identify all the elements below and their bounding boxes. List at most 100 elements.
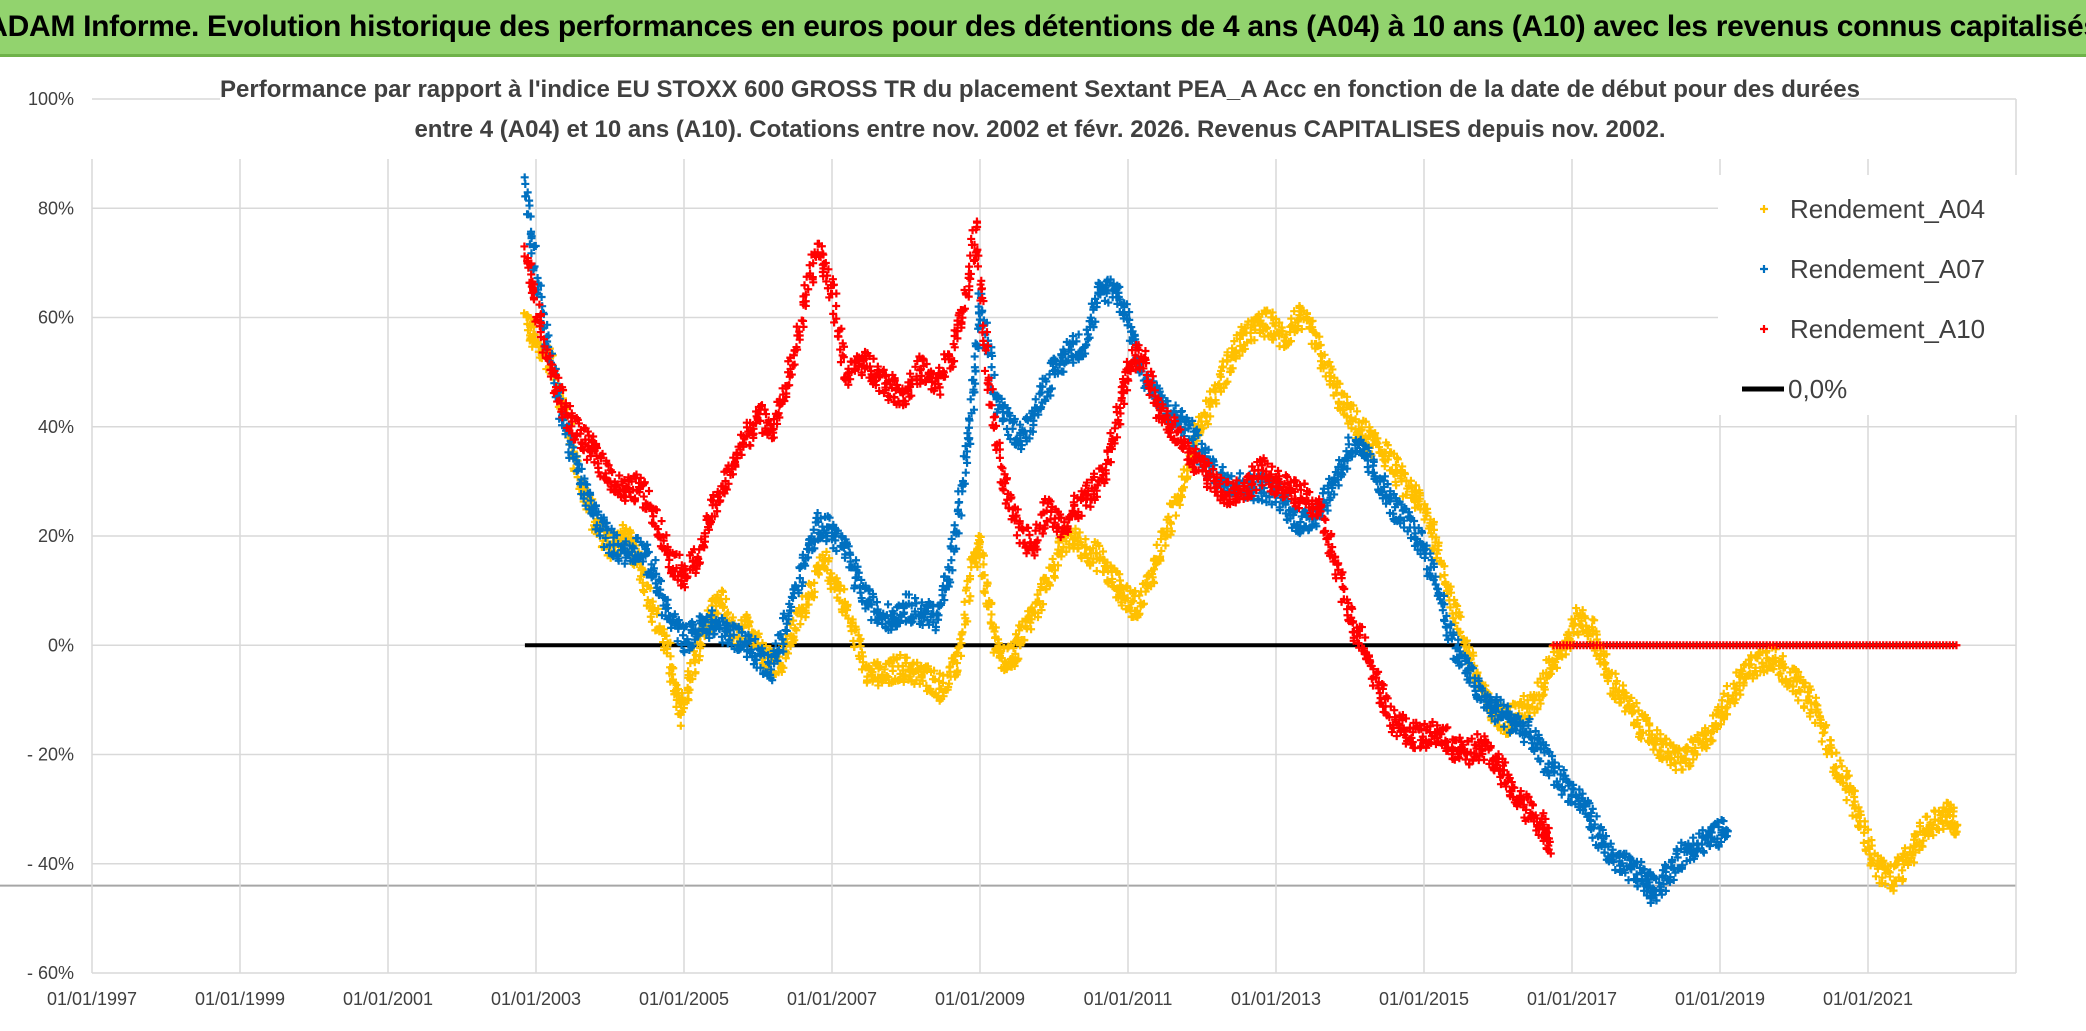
data-point-a04 — [930, 666, 939, 675]
data-point-a04 — [1442, 580, 1451, 589]
data-point-a04 — [1794, 686, 1803, 695]
data-point-a04 — [1731, 695, 1740, 704]
data-point-a04 — [1054, 561, 1063, 570]
data-point-a04 — [722, 595, 731, 604]
data-point-a04 — [789, 633, 798, 642]
data-point-a04 — [684, 696, 693, 705]
data-point-a04 — [1656, 730, 1665, 739]
data-point-a04 — [1753, 654, 1762, 663]
data-point-a04 — [1524, 701, 1533, 710]
data-point-a04 — [956, 635, 965, 644]
data-point-a04 — [655, 627, 664, 636]
data-point-a04 — [784, 649, 793, 658]
data-point-a04 — [979, 560, 988, 569]
data-point-a04 — [652, 609, 661, 618]
data-point-a04 — [1576, 611, 1585, 620]
x-tick-label: 01/01/2017 — [1527, 989, 1617, 1009]
data-point-a04 — [1415, 494, 1424, 503]
data-point-a04 — [1582, 621, 1591, 630]
y-tick-label: 0% — [48, 635, 74, 655]
data-point-a04 — [1158, 527, 1167, 536]
data-point-a04 — [941, 686, 950, 695]
data-point-a07 — [526, 230, 535, 239]
data-point-a04 — [1237, 323, 1246, 332]
data-point-a04 — [1929, 820, 1938, 829]
data-point-a04 — [1041, 585, 1050, 594]
data-point-a04 — [1905, 857, 1914, 866]
data-point-a04 — [640, 587, 649, 596]
data-point-a04 — [1342, 412, 1351, 421]
data-point-a04 — [1910, 858, 1919, 867]
data-point-a04 — [1801, 679, 1810, 688]
data-point-a04 — [1929, 831, 1938, 840]
data-point-a04 — [958, 628, 967, 637]
x-tick-label: 01/01/2013 — [1231, 989, 1321, 1009]
data-point-a04 — [1691, 743, 1700, 752]
data-point-a04 — [1089, 544, 1098, 553]
data-point-a04 — [695, 652, 704, 661]
banner-title: ADAM Informe. Evolution historique des p… — [0, 0, 2086, 57]
data-point-a04 — [1539, 690, 1548, 699]
x-tick-label: 01/01/2003 — [491, 989, 581, 1009]
data-point-a04 — [1578, 606, 1587, 615]
data-point-a04 — [1951, 829, 1960, 838]
data-point-a04 — [1354, 418, 1363, 427]
data-point-a04 — [1677, 752, 1686, 761]
data-point-a04 — [1163, 524, 1172, 533]
data-point-a04 — [987, 598, 996, 607]
data-point-a04 — [1440, 571, 1449, 580]
data-point-a04 — [1167, 527, 1176, 536]
data-point-a04 — [1915, 822, 1924, 831]
data-point-a07 — [525, 240, 534, 249]
data-point-a04 — [1044, 578, 1053, 587]
data-point-a04 — [1315, 332, 1324, 341]
data-point-a04 — [1604, 674, 1613, 683]
data-point-a04 — [826, 569, 835, 578]
data-point-a04 — [588, 495, 597, 504]
data-point-a04 — [1942, 817, 1951, 826]
data-point-a04 — [1335, 379, 1344, 388]
data-point-a04 — [987, 610, 996, 619]
data-point-a04 — [1406, 476, 1415, 485]
data-point-a07 — [526, 212, 535, 221]
data-point-a04 — [975, 543, 984, 552]
data-point-a04 — [1157, 535, 1166, 544]
data-point-a04 — [1353, 407, 1362, 416]
data-point-a04 — [1016, 641, 1025, 650]
data-point-a04 — [669, 664, 678, 673]
data-point-a04 — [1129, 597, 1138, 606]
data-point-a04 — [1645, 719, 1654, 728]
x-tick-label: 01/01/2015 — [1379, 989, 1469, 1009]
data-point-a04 — [1692, 750, 1701, 759]
data-point-a04 — [1223, 348, 1232, 357]
y-tick-label: 60% — [38, 308, 74, 328]
data-point-a04 — [1230, 337, 1239, 346]
y-tick-label: 40% — [38, 417, 74, 437]
data-point-a04 — [1889, 886, 1898, 895]
data-point-a04 — [980, 587, 989, 596]
data-point-a04 — [1108, 578, 1117, 587]
data-point-a04 — [1449, 614, 1458, 623]
data-point-a04 — [1832, 748, 1841, 757]
data-point-a04 — [678, 693, 687, 702]
data-point-a04 — [1465, 643, 1474, 652]
data-point-a04 — [1081, 535, 1090, 544]
data-point-a04 — [957, 639, 966, 648]
data-point-a04 — [1202, 417, 1211, 426]
data-point-a04 — [1328, 365, 1337, 374]
data-point-a04 — [1898, 866, 1907, 875]
data-point-a04 — [685, 685, 694, 694]
data-point-a04 — [688, 675, 697, 684]
data-point-a04 — [804, 600, 813, 609]
data-point-a04 — [1247, 336, 1256, 345]
data-point-a04 — [1628, 709, 1637, 718]
data-point-a04 — [1719, 689, 1728, 698]
data-point-a04 — [1150, 579, 1159, 588]
x-tick-label: 01/01/2001 — [343, 989, 433, 1009]
data-point-a04 — [1881, 879, 1890, 888]
data-point-a07 — [531, 242, 540, 251]
data-point-a04 — [679, 704, 688, 713]
y-tick-label: 100% — [28, 89, 74, 109]
data-point-a04 — [952, 668, 961, 677]
data-point-a04 — [1540, 679, 1549, 688]
